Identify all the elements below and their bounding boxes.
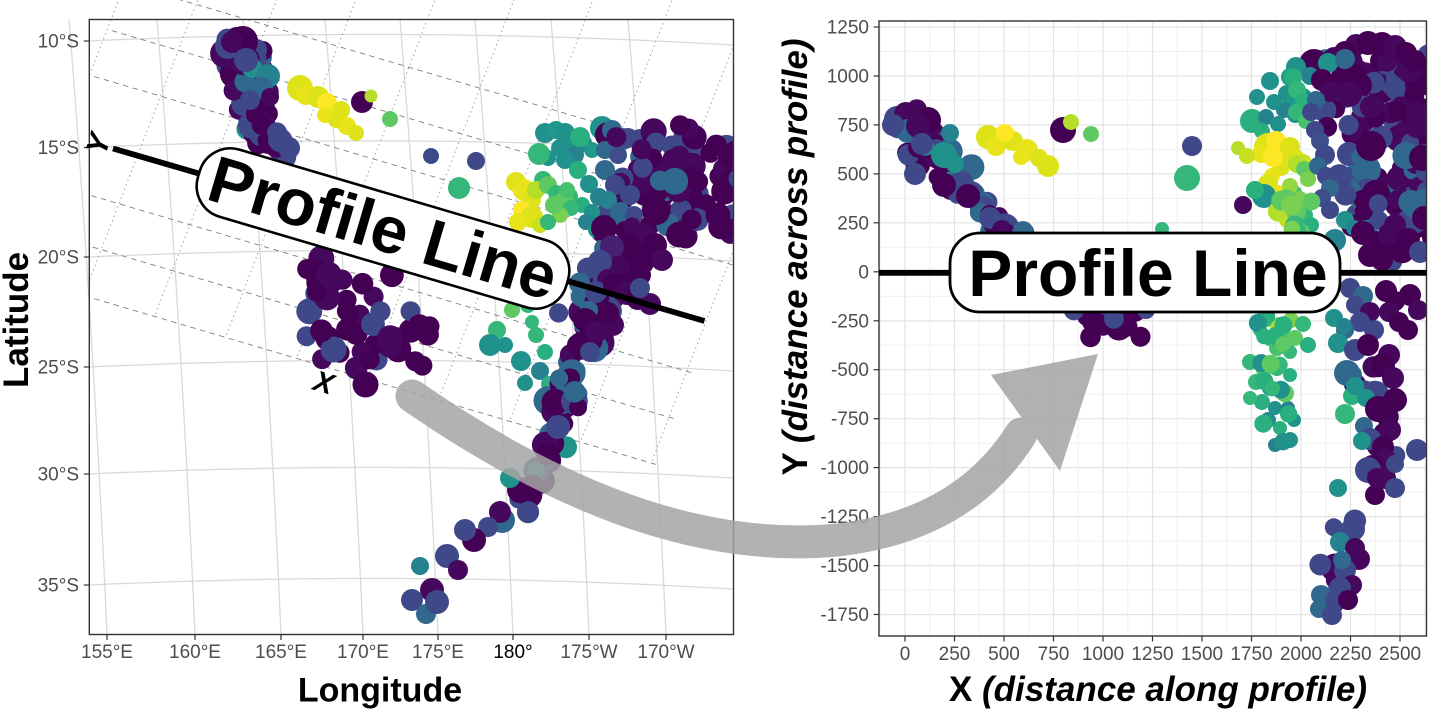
svg-text:-1750: -1750: [820, 605, 869, 626]
svg-text:1250: 1250: [1131, 644, 1173, 665]
svg-text:35°S: 35°S: [38, 576, 79, 597]
svg-text:Longitude: Longitude: [298, 672, 462, 710]
svg-text:30°S: 30°S: [38, 465, 79, 486]
svg-text:1750: 1750: [1230, 644, 1272, 665]
svg-text:250: 250: [939, 644, 971, 665]
svg-text:X (distance along profile): X (distance along profile): [949, 670, 1367, 709]
svg-text:160°E: 160°E: [169, 642, 221, 663]
svg-text:Latitude: Latitude: [0, 252, 36, 388]
svg-text:-1500: -1500: [820, 556, 869, 577]
svg-text:180°: 180°: [493, 642, 532, 663]
svg-text:750: 750: [837, 115, 869, 136]
svg-text:2500: 2500: [1379, 644, 1421, 665]
svg-text:2000: 2000: [1280, 644, 1322, 665]
svg-text:165°E: 165°E: [255, 642, 307, 663]
svg-text:25°S: 25°S: [38, 358, 79, 379]
svg-text:1000: 1000: [1082, 644, 1124, 665]
svg-text:250: 250: [837, 213, 869, 234]
svg-text:170°W: 170°W: [637, 642, 694, 663]
svg-text:500: 500: [988, 644, 1020, 665]
svg-text:Y (distance across profile): Y (distance across profile): [776, 38, 815, 475]
svg-text:-750: -750: [831, 409, 869, 430]
svg-text:20°S: 20°S: [38, 248, 79, 269]
svg-text:0: 0: [900, 644, 911, 665]
svg-text:10°S: 10°S: [38, 32, 79, 53]
svg-text:1000: 1000: [827, 67, 869, 88]
svg-text:175°W: 175°W: [560, 642, 617, 663]
svg-text:155°E: 155°E: [81, 642, 133, 663]
svg-text:1500: 1500: [1181, 644, 1223, 665]
svg-text:1250: 1250: [827, 18, 869, 39]
svg-text:175°E: 175°E: [412, 642, 464, 663]
svg-text:15°S: 15°S: [38, 138, 79, 159]
svg-text:2250: 2250: [1329, 644, 1371, 665]
svg-text:750: 750: [1038, 644, 1070, 665]
svg-text:-500: -500: [831, 360, 869, 381]
svg-text:170°E: 170°E: [337, 642, 389, 663]
svg-text:0: 0: [858, 262, 869, 283]
svg-text:500: 500: [837, 164, 869, 185]
svg-text:Profile Line: Profile Line: [968, 236, 1327, 310]
svg-text:-250: -250: [831, 311, 869, 332]
svg-text:-1000: -1000: [820, 458, 869, 479]
